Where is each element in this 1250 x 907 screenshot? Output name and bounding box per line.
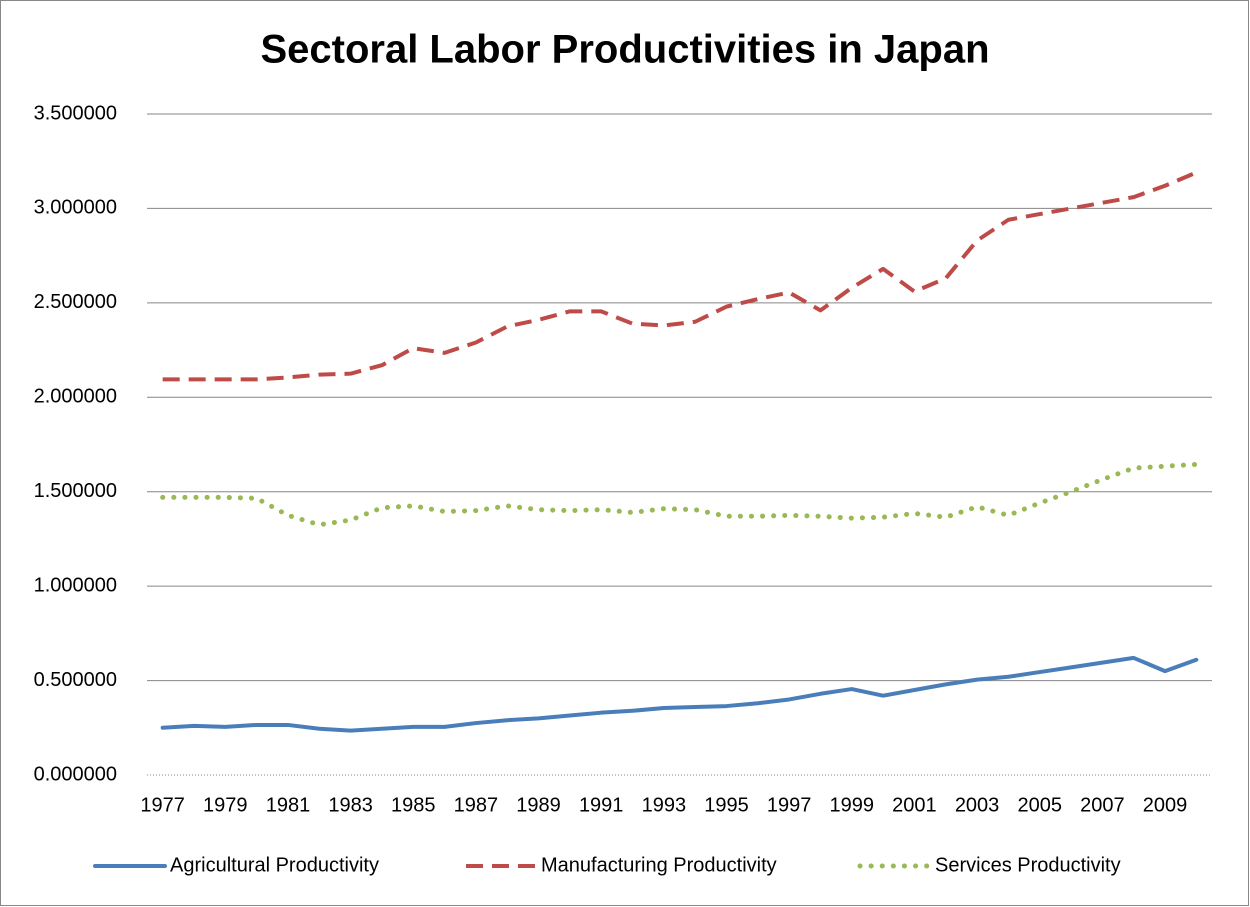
x-tick-label: 2009: [1143, 794, 1188, 816]
y-tick-label: 1.000000: [34, 574, 117, 596]
chart-title: Sectoral Labor Productivities in Japan: [260, 28, 989, 72]
x-tick-label: 1985: [391, 794, 436, 816]
x-tick-label: 1999: [830, 794, 875, 816]
y-tick-label: 2.000000: [34, 386, 117, 408]
series-line: [160, 461, 1199, 528]
series-line: [160, 655, 1199, 733]
legend-label: Agricultural Productivity: [170, 854, 379, 876]
x-tick-label: 1989: [516, 794, 561, 816]
y-tick-label: 3.000000: [34, 197, 117, 219]
legend-label: Manufacturing Productivity: [541, 854, 777, 876]
legend-label: Services Productivity: [935, 854, 1121, 876]
x-tick-label: 1997: [767, 794, 812, 816]
x-tick-label: 2003: [955, 794, 1000, 816]
x-tick-label: 1993: [642, 794, 687, 816]
x-tick-label: 2007: [1080, 794, 1125, 816]
x-tick-label: 1983: [328, 794, 373, 816]
x-tick-label: 2005: [1017, 794, 1062, 816]
x-tick-label: 1995: [704, 794, 749, 816]
y-tick-label: 0.000000: [34, 763, 117, 785]
x-tick-label: 2001: [892, 794, 937, 816]
x-tick-label: 1987: [454, 794, 499, 816]
series-line: [162, 170, 1198, 382]
y-tick-label: 0.500000: [34, 669, 117, 691]
x-tick-label: 1981: [266, 794, 311, 816]
y-tick-label: 1.500000: [34, 480, 117, 502]
y-tick-label: 3.500000: [34, 102, 117, 124]
x-tick-label: 1979: [203, 794, 248, 816]
x-tick-label: 1977: [140, 794, 185, 816]
y-tick-label: 2.500000: [34, 291, 117, 313]
x-tick-label: 1991: [579, 794, 624, 816]
